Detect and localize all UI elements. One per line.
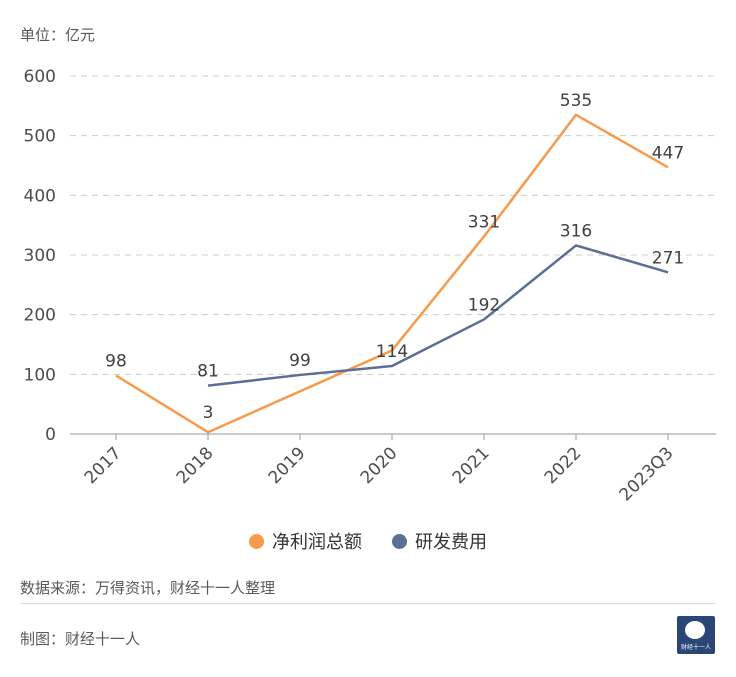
y-axis-ticks: 0 100 200 300 400 500 600 bbox=[24, 67, 56, 445]
source-note: 数据来源：万得资讯，财经十一人整理 bbox=[20, 579, 276, 597]
data-label: 81 bbox=[197, 362, 219, 382]
series-line-1 bbox=[207, 244, 669, 387]
legend-dot-net-profit bbox=[249, 533, 264, 549]
y-tick-label: 200 bbox=[24, 306, 56, 326]
maker-note: 制图：财经十一人 bbox=[20, 630, 141, 648]
data-label: 535 bbox=[560, 91, 592, 111]
gridlines bbox=[70, 75, 716, 375]
legend-label-net-profit: 净利润总额 bbox=[272, 532, 362, 553]
y-tick-label: 500 bbox=[24, 127, 56, 147]
x-tick-label: 2018 bbox=[173, 443, 218, 488]
y-tick-label: 600 bbox=[24, 67, 56, 87]
data-label: 331 bbox=[468, 213, 500, 233]
legend-item-rd: 研发费用 bbox=[392, 528, 487, 554]
x-tick-label: 2019 bbox=[265, 443, 310, 488]
data-label: 114 bbox=[376, 342, 408, 362]
divider bbox=[20, 603, 716, 604]
data-label: 271 bbox=[652, 248, 684, 268]
publisher-logo: 财经十一人 bbox=[677, 616, 715, 654]
series-line-0 bbox=[115, 113, 669, 434]
data-label: 447 bbox=[652, 143, 684, 163]
legend-label-rd: 研发费用 bbox=[415, 532, 487, 553]
data-label: 99 bbox=[289, 351, 311, 371]
data-labels: 98 3 331 535 447 81 99 114 192 316 271 bbox=[105, 91, 684, 423]
x-tick-label: 2021 bbox=[449, 443, 494, 488]
x-tick-label: 2017 bbox=[81, 443, 126, 488]
x-axis: 2017 2018 2019 2020 2021 2022 2023Q3 bbox=[70, 433, 716, 505]
x-tick-label: 2023Q3 bbox=[616, 443, 678, 505]
data-label: 98 bbox=[105, 352, 127, 372]
line-chart: 0 100 200 300 400 500 600 2017 2018 2019 2020 2021… bbox=[24, 67, 716, 505]
logo-text: 财经十一人 bbox=[680, 644, 711, 651]
x-tick-label: 2022 bbox=[541, 443, 586, 488]
legend-item-net-profit: 净利润总额 bbox=[249, 528, 362, 554]
legend: 净利润总额 研发费用 bbox=[0, 528, 736, 554]
unit-label: 单位：亿元 bbox=[20, 26, 96, 44]
y-tick-label: 0 bbox=[45, 425, 56, 445]
y-tick-label: 300 bbox=[24, 246, 56, 266]
data-label: 192 bbox=[468, 295, 500, 315]
data-label: 316 bbox=[560, 221, 592, 241]
data-label: 3 bbox=[203, 403, 214, 423]
x-tick-label: 2020 bbox=[357, 443, 402, 488]
globe-icon bbox=[685, 621, 705, 639]
series-lines bbox=[115, 113, 669, 434]
legend-dot-rd bbox=[392, 533, 407, 549]
y-tick-label: 400 bbox=[24, 186, 56, 206]
y-tick-label: 100 bbox=[24, 365, 56, 385]
